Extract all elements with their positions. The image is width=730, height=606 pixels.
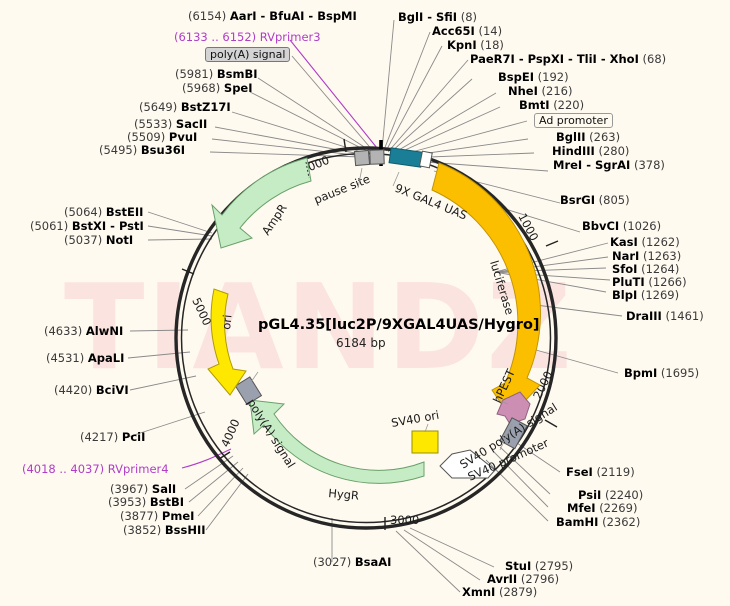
site-label-bamhi: BamHI (2362): [556, 515, 641, 529]
site-label-pluti: PluTI (1266): [612, 275, 687, 289]
feature-label-ori: ori: [219, 314, 234, 330]
primer-label-rvprimer3: (6133 .. 6152) RVprimer3: [174, 30, 321, 44]
site-label-stui: StuI (2795): [505, 559, 574, 573]
site-label-pvui: (5509) PvuI: [127, 130, 198, 144]
feature-sv40-promoter: [439, 449, 496, 479]
tick-label-4000: 4000: [218, 417, 243, 449]
watermark-text: TIANDZ: [64, 258, 574, 396]
site-label-bglii: BglII (263): [556, 130, 621, 144]
site-label-fsei: FseI (2119): [566, 465, 635, 479]
tick-label-5000: 5000: [189, 295, 214, 327]
plasmid-name: pGL4.35[luc2P/9XGAL4UAS/Hygro]: [258, 317, 540, 333]
leader-line-rvprimer3: [289, 39, 378, 149]
site-label-apali: (4531) ApaLI: [46, 351, 125, 365]
site-label-bpmi: BpmI (1695): [624, 366, 700, 380]
feature-label-hygr: HygR: [328, 486, 360, 503]
site-label-bsu36i: (5495) Bsu36I: [99, 143, 185, 157]
site-label-nhei: NheI (216): [508, 84, 573, 98]
site-label-sali: (3967) SalI: [110, 482, 177, 496]
site-label-bstz17i: (5649) BstZ17I: [139, 100, 231, 114]
site-label-sacii: (5533) SacII: [134, 117, 208, 131]
plasmid-size: 6184 bp: [336, 336, 386, 350]
site-label-kasi: KasI (1262): [610, 235, 680, 249]
site-label-bsaai: (3027) BsaAI: [313, 555, 392, 569]
site-label-xmni: XmnI (2879): [462, 585, 538, 599]
site-label-kpni: KpnI (18): [447, 38, 504, 52]
site-label-pmei: (3877) PmeI: [120, 509, 195, 523]
site-label-bsshii: (3852) BssHII: [123, 523, 206, 537]
site-label-bbvci: BbvCI (1026): [582, 219, 662, 233]
site-label-noti: (5037) NotI: [64, 233, 134, 247]
site-label-hindiii: HindIII (280): [552, 144, 630, 158]
site-label-alwni: (4633) AlwNI: [44, 324, 124, 338]
leader-line-rvprimer4: [181, 448, 232, 469]
feature-ampr: [211, 157, 312, 249]
feature-polya-signal: [234, 376, 263, 406]
site-label-bcivi: (4420) BciVI: [54, 383, 129, 397]
tick-label-3000: 3000: [390, 513, 419, 527]
feature-label-pause-site: pause site: [312, 172, 372, 207]
site-label-sfoi: SfoI (1264): [612, 262, 680, 276]
site-label-bsrgi: BsrGI (805): [560, 193, 630, 207]
leader-lines-bottom-right: [395, 527, 495, 593]
site-label-avrii: AvrII (2796): [487, 572, 560, 586]
site-label-mrei: MreI - SgrAI (378): [553, 158, 665, 172]
feature-pause-site-box1: [353, 149, 371, 167]
site-label-blpi: BlpI (1269): [612, 288, 680, 302]
tag-polya-signal: poly(A) signal: [205, 47, 291, 62]
feature-sv40-ori: [411, 430, 439, 454]
site-label-pcii: (4217) PciI: [80, 430, 146, 444]
site-label-spei: (5968) SpeI: [182, 81, 253, 95]
feature-ori: [207, 288, 247, 396]
site-label-aari: (6154) AarI - BfuAI - BspMI: [188, 9, 357, 23]
site-label-draiii: DraIII (1461): [626, 309, 704, 323]
leader-lines-bottom-left: [184, 455, 333, 562]
leader-lines-left: [127, 211, 213, 438]
site-label-bgli: BglI - SfiI (8): [398, 10, 478, 24]
site-label-bspei: BspEI (192): [498, 70, 569, 84]
coordinate-ticks: [181, 138, 559, 530]
feature-leader-stubs: [250, 167, 513, 451]
site-label-acc65i: Acc65I (14): [432, 24, 503, 38]
site-label-bstbi: (3953) BstBI: [108, 495, 185, 509]
site-label-mfei: MfeI (2269): [567, 501, 638, 515]
site-label-bsteii: (5064) BstEII: [64, 205, 144, 219]
feature-label-sv40-ori: SV40 ori: [390, 408, 440, 430]
tag-ad-promoter: Ad promoter: [534, 113, 613, 128]
feature-pause-site-box2: [369, 149, 385, 165]
site-label-nari: NarI (1263): [612, 249, 682, 263]
site-label-paer7i: PaeR7I - PspXI - TliI - XhoI (68): [470, 52, 667, 66]
site-label-psii: PsiI (2240): [578, 488, 644, 502]
ampr-divider: [305, 161, 310, 179]
site-label-bstxi: (5061) BstXI - PstI: [30, 219, 144, 233]
feature-label-ampr: AmpR: [259, 201, 290, 237]
feature-gal4-uas-end: [418, 150, 433, 169]
feature-hygr: [249, 399, 425, 484]
site-label-bsmbi: (5981) BsmBI: [175, 67, 258, 81]
feature-sv40-polya-signal: [499, 417, 528, 450]
site-label-bmti: BmtI (220): [519, 98, 585, 112]
primer-label-rvprimer4: (4018 .. 4037) RVprimer4: [22, 462, 169, 476]
